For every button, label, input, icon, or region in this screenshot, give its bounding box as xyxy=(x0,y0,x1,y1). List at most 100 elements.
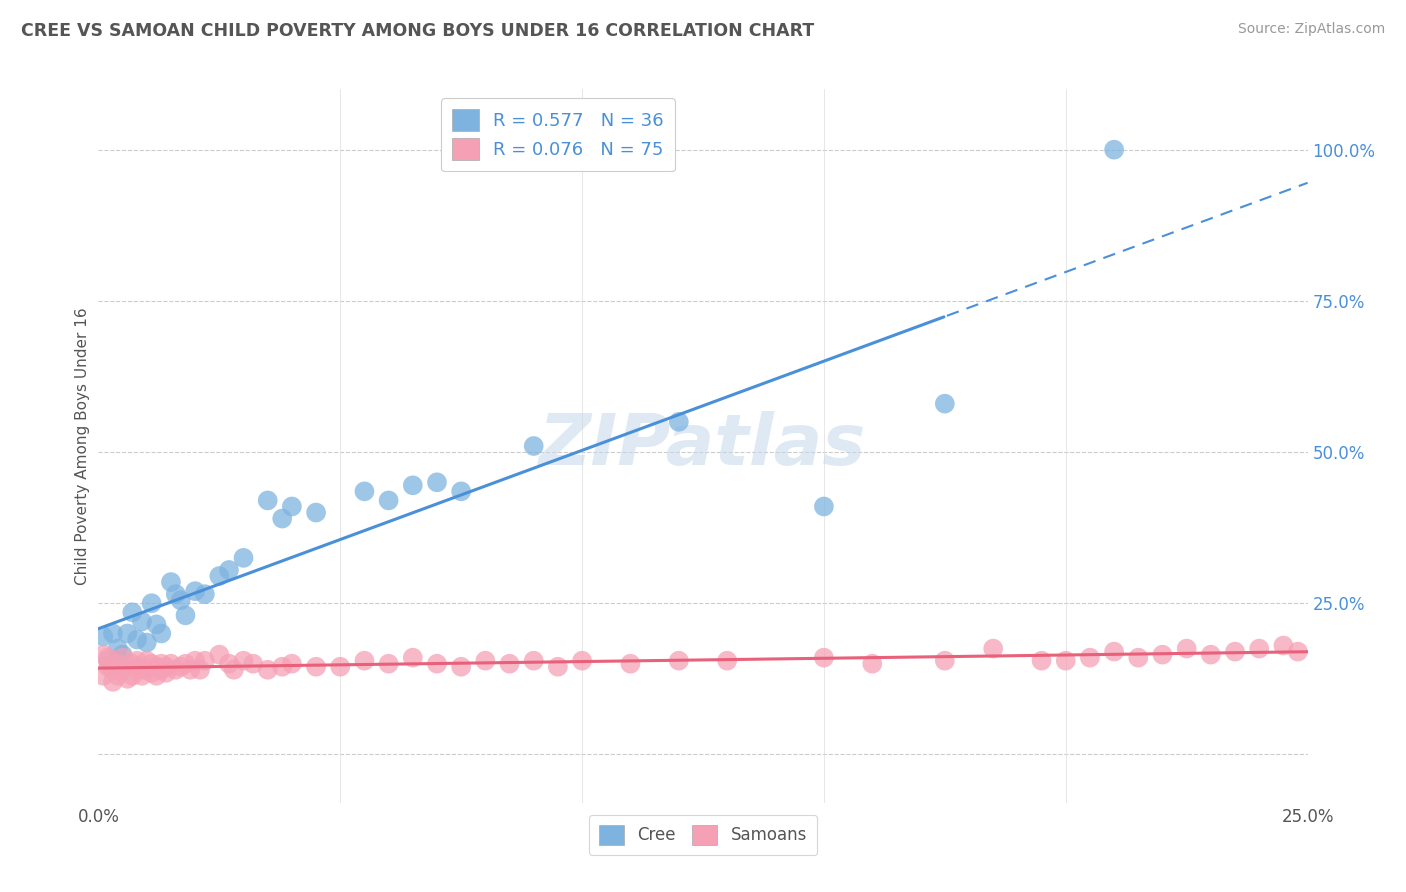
Point xyxy=(1128,650,1150,665)
Point xyxy=(121,605,143,619)
Point xyxy=(934,397,956,411)
Point xyxy=(305,506,328,520)
Point xyxy=(135,635,157,649)
Point xyxy=(165,587,187,601)
Point xyxy=(498,657,520,671)
Point xyxy=(208,569,231,583)
Point xyxy=(426,475,449,490)
Point xyxy=(377,493,399,508)
Point xyxy=(91,648,114,662)
Point xyxy=(194,654,217,668)
Point xyxy=(305,659,328,673)
Text: CREE VS SAMOAN CHILD POVERTY AMONG BOYS UNDER 16 CORRELATION CHART: CREE VS SAMOAN CHILD POVERTY AMONG BOYS … xyxy=(21,22,814,40)
Point xyxy=(353,484,375,499)
Point xyxy=(127,659,149,673)
Point xyxy=(281,657,304,671)
Point xyxy=(1249,641,1271,656)
Point xyxy=(668,415,690,429)
Point xyxy=(101,674,124,689)
Point xyxy=(150,663,173,677)
Point xyxy=(165,663,187,677)
Point xyxy=(716,654,738,668)
Point xyxy=(150,626,173,640)
Point xyxy=(101,663,124,677)
Point xyxy=(107,669,129,683)
Point xyxy=(208,648,231,662)
Point xyxy=(121,669,143,683)
Point xyxy=(571,654,593,668)
Point xyxy=(91,669,114,683)
Point xyxy=(97,659,120,673)
Point xyxy=(242,657,264,671)
Point xyxy=(981,641,1004,656)
Point xyxy=(668,654,690,668)
Point xyxy=(474,654,496,668)
Point xyxy=(184,654,207,668)
Point xyxy=(256,493,278,508)
Point xyxy=(97,650,120,665)
Point xyxy=(1175,641,1198,656)
Point xyxy=(1102,143,1125,157)
Point xyxy=(111,648,134,662)
Point xyxy=(117,659,139,673)
Point xyxy=(169,593,191,607)
Point xyxy=(1102,645,1125,659)
Point xyxy=(218,657,240,671)
Point xyxy=(353,654,375,668)
Point xyxy=(155,659,177,673)
Point xyxy=(523,654,546,668)
Point xyxy=(218,563,240,577)
Point xyxy=(619,657,641,671)
Point xyxy=(402,650,425,665)
Text: ZIPatlas: ZIPatlas xyxy=(540,411,866,481)
Point xyxy=(1078,650,1101,665)
Point xyxy=(121,657,143,671)
Point xyxy=(1223,645,1246,659)
Point xyxy=(813,650,835,665)
Point xyxy=(91,630,114,644)
Point xyxy=(813,500,835,514)
Point xyxy=(232,550,254,565)
Point xyxy=(377,657,399,671)
Point xyxy=(222,663,245,677)
Point xyxy=(145,659,167,673)
Point xyxy=(329,659,352,673)
Point xyxy=(194,587,217,601)
Point xyxy=(145,669,167,683)
Point xyxy=(232,654,254,668)
Point xyxy=(150,657,173,671)
Point xyxy=(117,672,139,686)
Point xyxy=(860,657,883,671)
Point xyxy=(160,657,183,671)
Text: Source: ZipAtlas.com: Source: ZipAtlas.com xyxy=(1237,22,1385,37)
Point xyxy=(1272,639,1295,653)
Point xyxy=(117,626,139,640)
Point xyxy=(111,650,134,665)
Point xyxy=(450,659,472,673)
Point xyxy=(179,663,201,677)
Point xyxy=(145,617,167,632)
Point xyxy=(426,657,449,671)
Point xyxy=(402,478,425,492)
Point xyxy=(155,665,177,680)
Point xyxy=(169,659,191,673)
Point xyxy=(135,663,157,677)
Point xyxy=(1031,654,1053,668)
Point xyxy=(281,500,304,514)
Point xyxy=(1054,654,1077,668)
Point xyxy=(184,584,207,599)
Point xyxy=(1199,648,1222,662)
Point xyxy=(107,641,129,656)
Point xyxy=(174,608,197,623)
Point xyxy=(131,615,153,629)
Point xyxy=(127,632,149,647)
Point xyxy=(131,669,153,683)
Point xyxy=(547,659,569,673)
Point xyxy=(127,654,149,668)
Point xyxy=(101,626,124,640)
Legend: Cree, Samoans: Cree, Samoans xyxy=(589,814,817,855)
Point xyxy=(141,657,163,671)
Point xyxy=(1286,645,1309,659)
Point xyxy=(135,654,157,668)
Point xyxy=(141,596,163,610)
